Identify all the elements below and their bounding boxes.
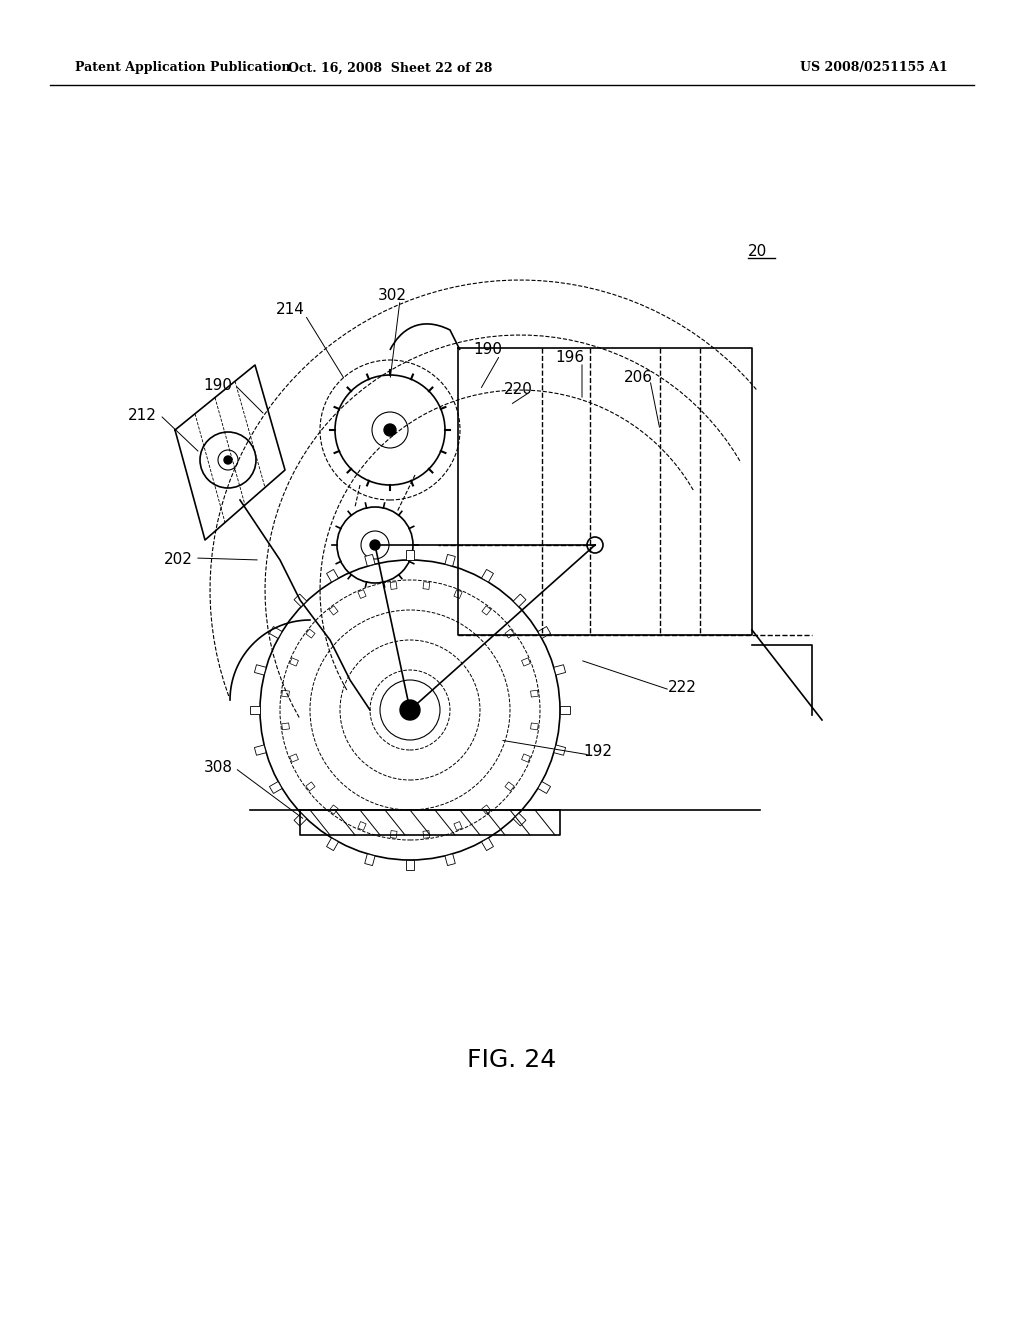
- Polygon shape: [505, 781, 514, 791]
- Polygon shape: [521, 754, 530, 762]
- Text: 190: 190: [473, 342, 503, 358]
- Text: 190: 190: [204, 378, 232, 392]
- Polygon shape: [505, 630, 514, 638]
- Polygon shape: [365, 554, 375, 566]
- Polygon shape: [327, 569, 339, 582]
- Polygon shape: [250, 706, 260, 714]
- Polygon shape: [530, 723, 539, 730]
- Text: 20: 20: [748, 244, 767, 260]
- Polygon shape: [482, 805, 490, 814]
- Text: Oct. 16, 2008  Sheet 22 of 28: Oct. 16, 2008 Sheet 22 of 28: [288, 62, 493, 74]
- Polygon shape: [294, 813, 307, 826]
- Polygon shape: [290, 657, 298, 667]
- Circle shape: [384, 424, 396, 436]
- Polygon shape: [481, 838, 494, 850]
- Circle shape: [400, 700, 420, 719]
- Polygon shape: [454, 590, 462, 598]
- Polygon shape: [290, 754, 298, 762]
- Polygon shape: [269, 627, 282, 639]
- Polygon shape: [390, 830, 397, 838]
- Polygon shape: [327, 838, 339, 850]
- Text: 206: 206: [624, 371, 652, 385]
- Polygon shape: [254, 744, 266, 755]
- Polygon shape: [560, 706, 570, 714]
- Polygon shape: [481, 569, 494, 582]
- Circle shape: [587, 537, 603, 553]
- Polygon shape: [521, 657, 530, 667]
- Polygon shape: [538, 781, 551, 793]
- Polygon shape: [454, 821, 462, 830]
- Polygon shape: [513, 594, 526, 607]
- Polygon shape: [269, 781, 282, 793]
- Polygon shape: [554, 744, 565, 755]
- Text: Patent Application Publication: Patent Application Publication: [75, 62, 291, 74]
- Polygon shape: [306, 781, 315, 791]
- Polygon shape: [282, 723, 290, 730]
- Polygon shape: [530, 690, 539, 697]
- Text: 308: 308: [204, 760, 232, 776]
- Text: 214: 214: [275, 302, 304, 318]
- Polygon shape: [329, 606, 338, 615]
- Polygon shape: [365, 854, 375, 866]
- Text: 196: 196: [555, 351, 585, 366]
- Polygon shape: [538, 627, 551, 639]
- Polygon shape: [357, 590, 367, 598]
- Polygon shape: [423, 582, 430, 590]
- Polygon shape: [482, 606, 490, 615]
- Polygon shape: [329, 805, 338, 814]
- Polygon shape: [406, 550, 414, 560]
- Text: 212: 212: [128, 408, 157, 422]
- Text: 192: 192: [584, 744, 612, 759]
- Text: US 2008/0251155 A1: US 2008/0251155 A1: [800, 62, 948, 74]
- Text: 222: 222: [668, 681, 696, 696]
- Text: 220: 220: [504, 383, 532, 397]
- Polygon shape: [445, 554, 456, 566]
- Text: FIG. 24: FIG. 24: [467, 1048, 557, 1072]
- Polygon shape: [513, 813, 526, 826]
- Polygon shape: [554, 665, 565, 675]
- Polygon shape: [406, 861, 414, 870]
- Polygon shape: [254, 665, 266, 675]
- Polygon shape: [423, 830, 430, 838]
- Polygon shape: [357, 821, 367, 830]
- Circle shape: [224, 455, 232, 465]
- Polygon shape: [390, 582, 397, 590]
- Circle shape: [370, 540, 380, 550]
- Polygon shape: [282, 690, 290, 697]
- Polygon shape: [294, 594, 307, 607]
- Polygon shape: [306, 630, 315, 638]
- Polygon shape: [445, 854, 456, 866]
- Text: 202: 202: [164, 553, 193, 568]
- Text: 302: 302: [378, 288, 407, 302]
